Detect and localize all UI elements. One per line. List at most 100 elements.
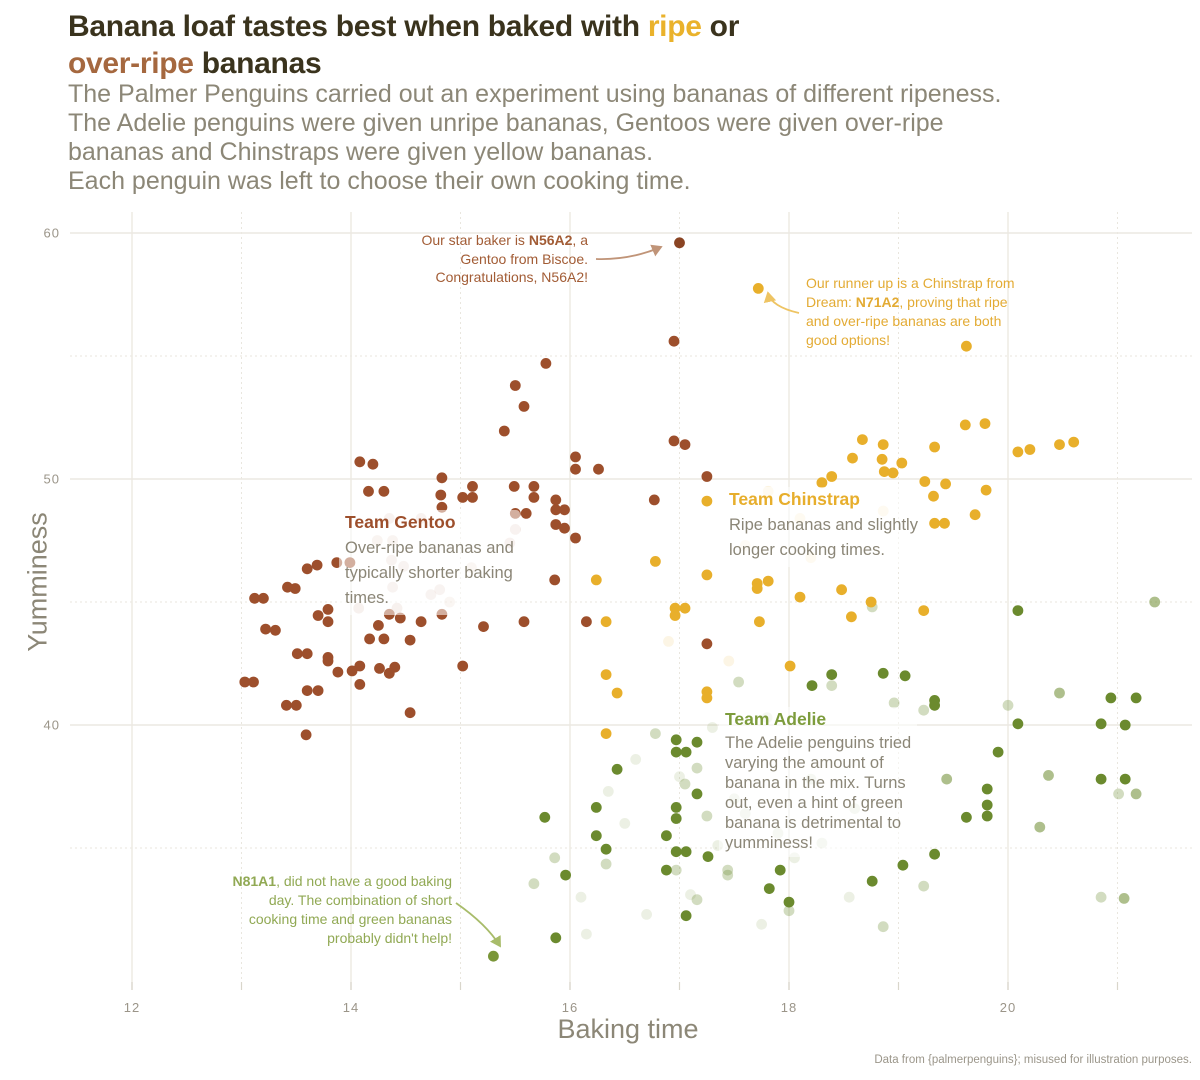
chinstrap-point: [590, 574, 602, 586]
chinstrap-point: [928, 490, 939, 502]
adelie-point: [619, 818, 631, 829]
gentoo-point: [258, 592, 269, 604]
gentoo-point: [570, 463, 581, 475]
gentoo-point: [301, 648, 313, 660]
adelie-point: [877, 667, 889, 679]
chinstrap-point: [857, 434, 868, 445]
team-adelie-description: The Adelie penguins tried varying the am…: [725, 734, 912, 852]
gentoo-point: [322, 616, 334, 628]
adelie-point: [897, 859, 909, 871]
adelie-point: [899, 670, 911, 682]
chinstrap-point: [784, 660, 796, 672]
chinstrap-point: [826, 471, 838, 482]
gentoo-point: [404, 707, 416, 719]
adelie-point: [670, 846, 682, 858]
adelie-point: [528, 878, 540, 890]
adelie-point: [1095, 773, 1107, 785]
adelie-point: [992, 746, 1004, 758]
adelie-point: [670, 802, 682, 813]
adelie-point: [670, 813, 682, 824]
gentoo-point: [239, 676, 251, 688]
adelie-point: [670, 734, 682, 746]
adelie-point: [826, 680, 838, 691]
adelie-point: [806, 680, 818, 691]
chinstrap-point: [600, 616, 612, 628]
adelie-point: [918, 880, 930, 892]
gentoo-point: [248, 676, 259, 688]
gentoo-point: [260, 623, 271, 635]
gentoo-point: [528, 481, 540, 492]
adelie-point: [929, 848, 940, 860]
chinstrap-point: [1054, 439, 1065, 450]
team-gentoo-label: Team Gentoo Over-ripe bananas and typica…: [339, 510, 520, 615]
adelie-point: [1130, 788, 1142, 800]
annotation-star-baker: Our star baker is N56A2, a Gentoo from Bi…: [421, 232, 588, 285]
gentoo-point: [364, 633, 375, 645]
adelie-point: [641, 909, 652, 920]
gentoo-point: [281, 699, 292, 711]
arrow-to-n56a2: [595, 244, 663, 260]
gentoo-point: [354, 660, 366, 672]
adelie-point: [602, 786, 614, 797]
gentoo-point: [570, 532, 581, 544]
gentoo-point: [457, 492, 469, 503]
arrow-to-n81a1: [455, 902, 501, 948]
gentoo-point: [383, 667, 395, 679]
gentoo-point: [291, 648, 303, 660]
chinstrap-point: [919, 476, 931, 487]
adelie-point: [560, 869, 571, 881]
adelie-point: [600, 858, 612, 870]
gentoo-point: [668, 435, 680, 447]
gentoo-point: [550, 494, 562, 506]
chinstrap-point: [751, 583, 763, 594]
gentoo-point: [467, 481, 478, 492]
chinstrap-point: [876, 453, 888, 465]
adelie-point: [674, 771, 685, 783]
adelie-point: [1149, 596, 1161, 608]
gentoo-point: [559, 504, 570, 516]
gentoo-point: [593, 463, 604, 475]
gentoo-point: [528, 492, 540, 503]
adelie-point: [550, 932, 562, 944]
adelie-point: [929, 699, 940, 711]
gentoo-point: [301, 685, 313, 696]
chinstrap-point: [959, 419, 971, 431]
team-chinstrap-label: Team Chinstrap Ripe bananas and slightly…: [723, 487, 924, 567]
adelie-point: [783, 896, 795, 908]
adelie-point: [1105, 692, 1117, 704]
adelie-point: [1012, 718, 1024, 730]
gentoo-point: [289, 583, 301, 594]
adelie-point: [1130, 692, 1142, 704]
gentoo-point: [312, 685, 324, 696]
gentoo-point: [415, 616, 427, 628]
adelie-point: [691, 762, 703, 774]
chinstrap-point: [877, 439, 889, 450]
y-axis-title: Yumminess: [22, 512, 53, 652]
adelie-point: [1002, 699, 1014, 711]
adelie-point: [981, 810, 993, 822]
arrow-to-n71a2: [763, 291, 800, 314]
gentoo-point: [312, 610, 324, 621]
team-adelie-label: Team Adelie The Adelie penguins tried va…: [719, 707, 918, 857]
gentoo-point: [367, 458, 379, 470]
gentoo-point: [467, 492, 478, 503]
gentoo-point: [701, 638, 713, 650]
gentoo-point: [518, 401, 530, 412]
gentoo-point: [332, 666, 344, 678]
gentoo-point: [509, 380, 521, 391]
data-source-caption: Data from {palmerpenguins}; misused for …: [874, 1054, 1192, 1066]
chinstrap-point: [940, 478, 951, 490]
gentoo-point: [436, 472, 448, 484]
chinstrap-point: [847, 452, 858, 464]
gentoo-point: [457, 660, 469, 672]
team-gentoo-heading: Team Gentoo: [345, 512, 456, 532]
x-tick-label: 16: [561, 1000, 579, 1015]
title-segment: bananas: [193, 47, 322, 80]
gentoo-point: [322, 655, 334, 667]
adelie-point: [722, 864, 734, 876]
chinstrap-point: [1012, 446, 1024, 458]
gentoo-point: [549, 574, 561, 586]
gentoo-point: [373, 620, 384, 631]
gentoo-point: [648, 494, 660, 506]
